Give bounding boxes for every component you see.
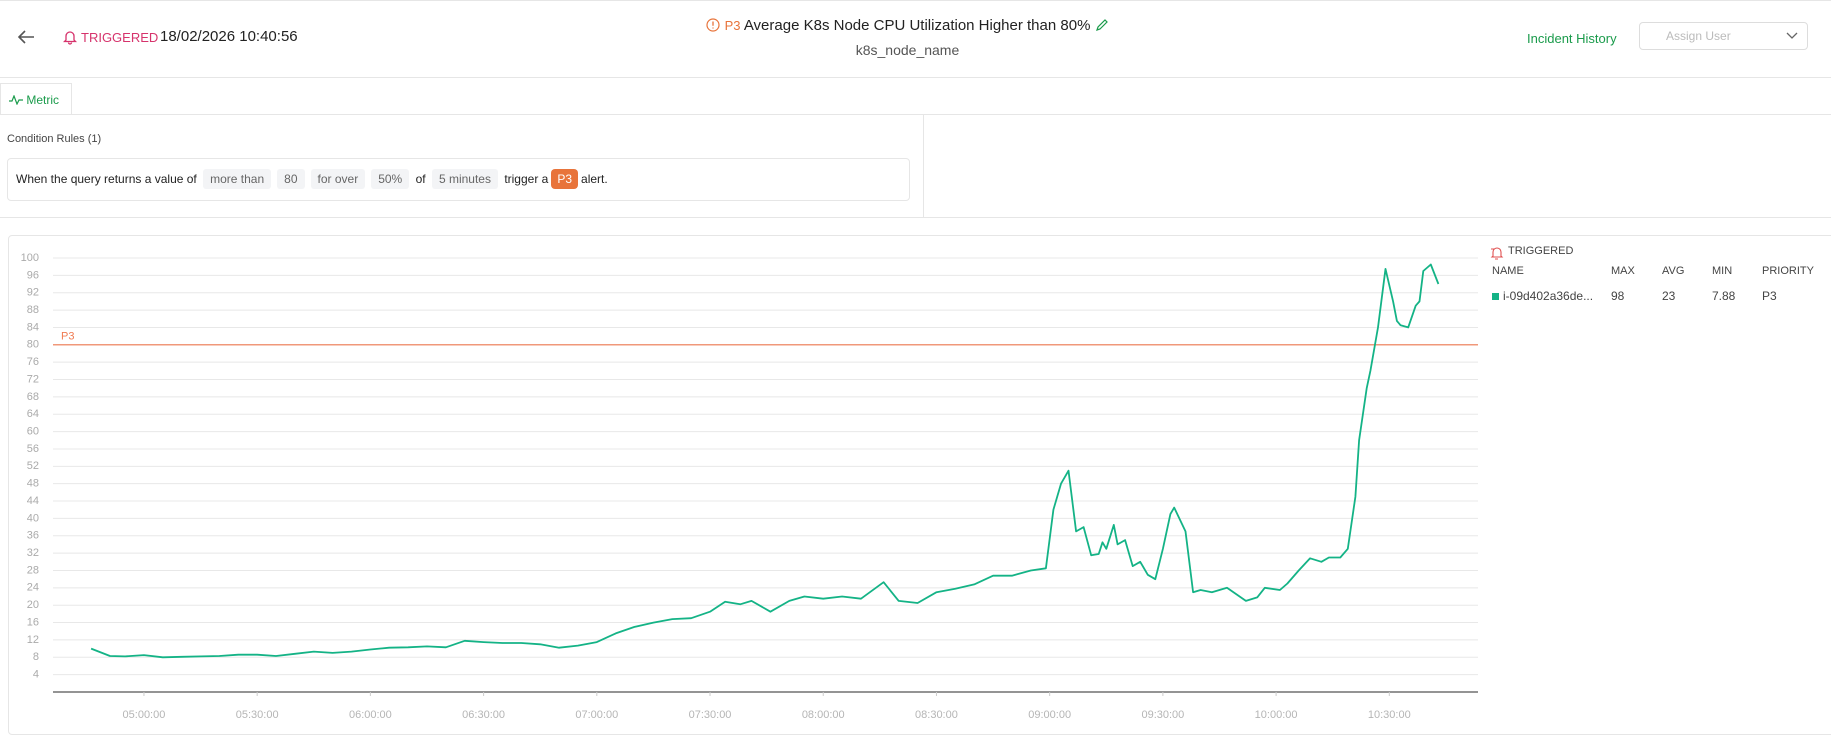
priority-icon [706,18,721,32]
status: TRIGGERED [81,30,159,45]
y-tick-label: 88 [27,304,39,316]
y-tick-label: 36 [27,530,39,542]
header [0,0,1831,78]
metric-icon [9,94,23,106]
x-tick-label: 07:30:00 [689,709,732,721]
rule-text: When the query returns a value of [16,172,197,186]
y-tick-label: 28 [27,564,39,576]
y-tick-label: 44 [27,495,39,507]
assign-user: Assign User [1666,29,1731,43]
y-tick-label: 12 [27,634,39,646]
x-tick-label: 07:00:00 [575,709,618,721]
plot: 4812162024283236404448525660646872768084… [21,252,1478,721]
title: Average K8s Node CPU Utilization Higher … [743,17,1091,34]
rule-text: alert. [581,172,608,186]
legend-min: 7.88 [1712,289,1736,303]
rule-badge: P3 [551,169,579,189]
x-tick-label: 06:00:00 [349,709,392,721]
back-button[interactable] [16,28,36,46]
timestamp: 18/02/2026 10:40:56 [160,28,298,45]
tab-divider [0,114,1831,115]
condition-rule: When the query returns a value of more t… [7,158,910,201]
x-tick-label: 05:00:00 [123,709,166,721]
y-tick-label: 32 [27,547,39,559]
y-tick-label: 84 [27,321,39,333]
legend-status: TRIGGERED [1508,245,1573,257]
x-tick-label: 09:30:00 [1141,709,1184,721]
series-line [90,263,1440,659]
x-tick-label: 10:00:00 [1255,709,1298,721]
y-tick-label: 60 [27,426,39,438]
legend-avg: 23 [1662,289,1676,303]
incident-history[interactable]: Incident History [1527,31,1617,46]
assign-user-dropdown[interactable]: Assign User [1639,22,1808,50]
section-divider [923,115,924,217]
caret [1786,32,1798,39]
x-tick-label: 10:30:00 [1368,709,1411,721]
legend-name[interactable]: i-09d402a36de... [1503,289,1593,303]
y-tick-label: 40 [27,512,39,524]
legend-column: PRIORITY [1762,265,1815,277]
y-tick-label: 56 [27,443,39,455]
rule-chip: 80 [277,169,305,189]
x-tick-label: 08:30:00 [915,709,958,721]
y-tick-label: 72 [27,373,39,385]
y-tick-label: 8 [33,651,39,663]
edit-icon[interactable] [1095,18,1109,32]
y-tick-label: 92 [27,287,39,299]
x-tick-label: 06:30:00 [462,709,505,721]
x-tick-label: 05:30:00 [236,709,279,721]
priority: P3 [724,18,741,33]
legend-column: MAX [1611,265,1636,277]
y-tick-label: 4 [33,669,39,681]
y-tick-label: 20 [27,599,39,611]
y-tick-label: 64 [27,408,39,420]
bell-icon [63,31,77,45]
rule-text: trigger a [504,172,549,186]
y-tick-label: 48 [27,478,39,490]
threshold-label: P3 [61,331,74,343]
y-tick-label: 68 [27,391,39,403]
legend-priority: P3 [1762,289,1777,303]
legend-column: MIN [1712,265,1732,277]
y-tick-label: 76 [27,356,39,368]
y-tick-label: 80 [27,339,39,351]
y-tick-label: 16 [27,616,39,628]
legend-bell [1490,247,1504,260]
title-row: P3 Average K8s Node CPU Utilization High… [0,17,1815,34]
tab[interactable]: Metric [0,83,72,114]
rule-chip: for over [310,169,366,189]
y-tick-label: 52 [27,460,39,472]
subtitle: k8s_node_name [855,42,960,58]
y-tick-label: 100 [21,252,39,264]
x-tick-label: 09:00:00 [1028,709,1071,721]
y-tick-label: 24 [27,582,39,594]
x-tick-label: 08:00:00 [802,709,845,721]
legend-column: NAME [1492,265,1524,277]
legend-swatch [1492,293,1499,300]
rule-chip: 5 minutes [431,169,498,189]
rule-text: of [415,172,426,186]
rule-chip: 50% [371,169,410,189]
section-divider [0,217,1831,218]
y-tick-label: 96 [27,269,39,281]
rule-chip: more than [203,169,272,189]
legend-column: AVG [1662,265,1684,277]
legend-max: 98 [1611,289,1625,303]
tab-label: Metric [26,93,60,107]
condition-heading: Condition Rules (1) [7,133,102,145]
